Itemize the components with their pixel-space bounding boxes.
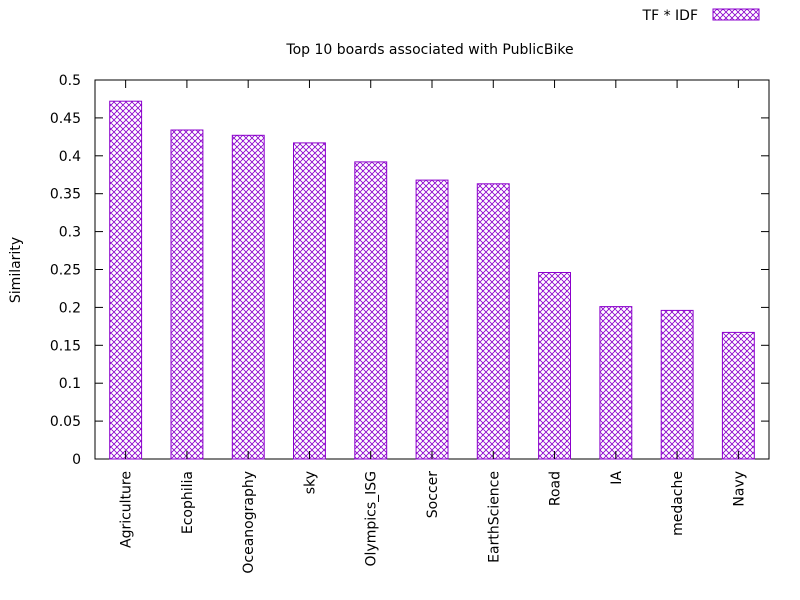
y-tick-label: 0.4: [59, 149, 81, 165]
y-tick-label: 0.5: [59, 73, 81, 89]
y-tick-label: 0.1: [59, 376, 81, 392]
bar-ia: [599, 306, 633, 460]
bar-sky: [293, 142, 326, 460]
y-axis: 0 0.05 0.1 0.15 0.2 0.25 0.3 0.35 0.4 0.45 0.5: [50, 73, 769, 468]
y-tick-label: 0.45: [50, 111, 81, 127]
y-tick-label: 0.25: [50, 263, 81, 279]
bar-road: [538, 272, 571, 460]
bar-navy: [721, 331, 755, 460]
y-tick-label: 0.15: [50, 338, 81, 354]
chart-title: Top 10 boards associated with PublicBike: [285, 42, 573, 58]
y-tick-label: 0: [72, 452, 81, 468]
x-tick-label: sky: [303, 471, 319, 494]
x-tick-label: EarthScience: [486, 471, 502, 563]
y-tick-label: 0.35: [50, 187, 81, 203]
y-tick-label: 0.2: [59, 300, 81, 316]
x-tick-label: Ecophilia: [180, 471, 196, 534]
legend-swatch: [712, 8, 760, 21]
x-tick-label: medache: [670, 471, 686, 536]
bar-soccer: [415, 179, 449, 460]
y-axis-label: Similarity: [8, 237, 24, 303]
x-axis: Agriculture Ecophilia Oceanography sky Olymp…: [119, 80, 747, 574]
bar-medache: [660, 309, 694, 460]
y-tick-label: 0.05: [50, 414, 81, 430]
bar-olympics-isg: [354, 161, 388, 460]
x-tick-label: IA: [609, 471, 625, 485]
bars: [109, 100, 755, 460]
x-tick-label: Road: [548, 471, 564, 506]
legend: TF * IDF: [642, 8, 760, 24]
x-tick-label: Soccer: [425, 471, 441, 518]
bar-agriculture: [109, 100, 143, 460]
bar-ecophilia: [170, 129, 204, 460]
x-tick-label: Oceanography: [241, 471, 257, 574]
x-tick-label: Agriculture: [119, 471, 135, 548]
bar-earthscience: [476, 183, 510, 460]
legend-label: TF * IDF: [642, 8, 698, 24]
x-tick-label: Olympics_ISG: [364, 471, 380, 566]
y-tick-label: 0.3: [59, 225, 81, 241]
bar-oceanography: [231, 134, 265, 460]
x-tick-label: Navy: [731, 471, 747, 507]
